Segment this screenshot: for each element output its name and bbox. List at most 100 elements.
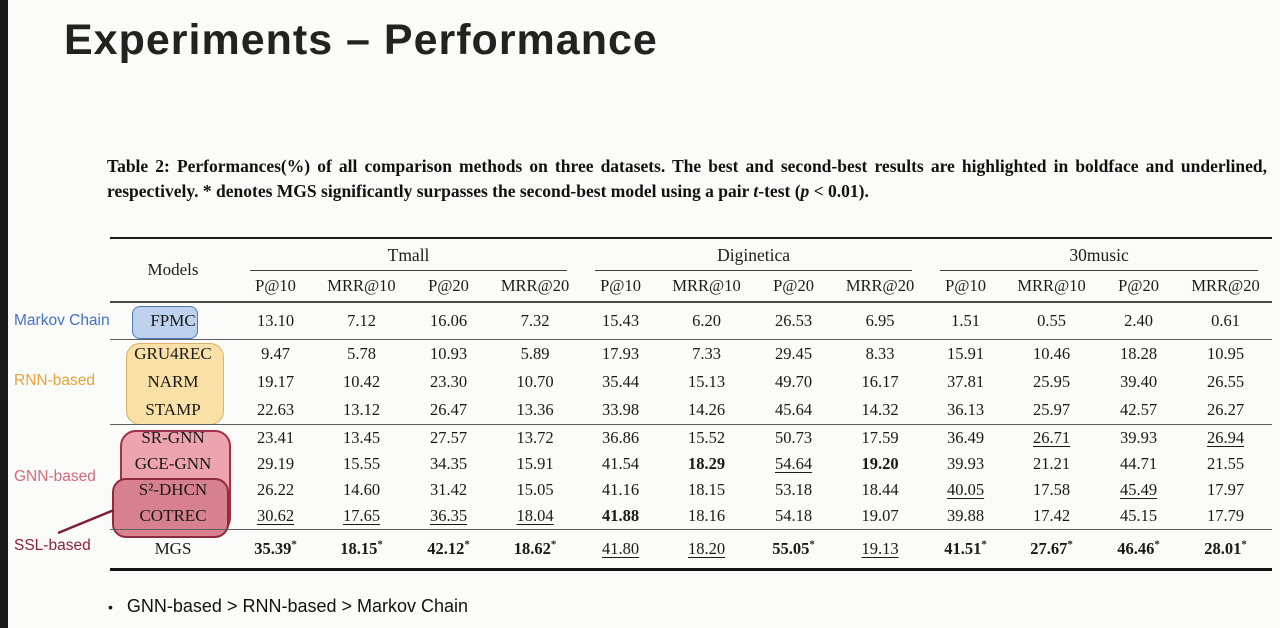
model-name: GRU4REC [134, 344, 212, 363]
metric-cell: 26.94 [1207, 428, 1245, 447]
metric-cell: 37.81 [947, 372, 985, 391]
metric-cell: 13.12 [315, 396, 408, 425]
metric-cell: 41.16 [601, 480, 640, 499]
dataset-header: Tmall [236, 238, 581, 271]
metric-cell: 17.42 [1005, 503, 1099, 530]
metric-cell: 50.73 [774, 428, 813, 447]
metric-cell: 14.32 [834, 396, 927, 425]
model-name: NARM [147, 372, 199, 391]
metric-cell: 16.17 [861, 372, 899, 391]
slide-title: Experiments – Performance [64, 16, 658, 64]
group-label-markov-chain: Markov Chain [14, 312, 110, 329]
metric-cell: 18.16 [660, 503, 754, 530]
metric-cell: 15.43 [581, 302, 661, 340]
metric-cell: 9.47 [261, 344, 290, 363]
metric-header: P@20 [753, 271, 835, 303]
metric-cell: 46.46* [1117, 538, 1160, 558]
metric-header: P@10 [926, 271, 1006, 303]
metric-cell: 7.12 [315, 302, 408, 340]
metric-cell: 39.93 [947, 454, 985, 473]
metric-cell: 10.46 [1033, 344, 1071, 363]
metric-cell: 17.59 [861, 428, 899, 447]
metric-cell: 41.51* [944, 538, 987, 558]
caption-segment: t [753, 181, 759, 201]
metric-cell: 27.57 [429, 428, 468, 447]
results-table: Models Tmall Diginetica 30music P@10 MRR@10 P@… [110, 237, 1273, 571]
metric-cell: 13.45 [342, 428, 381, 447]
metric-cell: 41.54 [601, 454, 640, 473]
table-row-fpmc: FPMC 13.10 7.12 16.06 7.32 15.43 6.20 26.53 6.95… [110, 302, 1273, 340]
metric-header: MRR@20 [1179, 271, 1273, 303]
metric-cell: 18.62* [513, 538, 557, 558]
metric-cell: 45.64 [753, 396, 835, 425]
metric-cell: 15.91 [947, 344, 985, 363]
table-row-sr-gnn: SR-GNN 23.41 13.45 27.57 13.72 36.86 15.52 50.7… [110, 425, 1272, 452]
metric-cell: 15.05 [516, 480, 554, 499]
metric-cell: 36.35 [408, 503, 489, 530]
metric-cell: 23.30 [429, 372, 468, 391]
metric-header: P@10 [581, 271, 661, 303]
metric-cell: 28.01* [1204, 538, 1247, 558]
metric-cell: 54.18 [753, 503, 835, 530]
metric-cell: 33.98 [581, 396, 661, 425]
metric-cell: 26.53 [753, 302, 835, 340]
metric-cell: 26.55 [1207, 372, 1245, 391]
metric-cell: 13.72 [516, 428, 554, 447]
metric-header: MRR@10 [660, 271, 754, 303]
metric-cell: 18.28 [1120, 344, 1158, 363]
model-name: S²-DHCN [138, 480, 208, 499]
metric-cell: 6.20 [660, 302, 754, 340]
group-label-gnn-based: GNN-based [14, 468, 96, 485]
metric-header: MRR@20 [489, 271, 582, 303]
metric-cell: 14.60 [342, 480, 381, 499]
metric-cell: 18.29 [687, 454, 726, 473]
metric-cell: 26.27 [1179, 396, 1273, 425]
model-name: GCE-GNN [134, 454, 212, 473]
dataset-header: 30music [926, 238, 1272, 271]
table-body: FPMC 13.10 7.12 16.06 7.32 15.43 6.20 26.53 6.95… [110, 302, 1273, 570]
models-header: Models [110, 238, 236, 303]
caption-segment: -test ( [758, 181, 801, 201]
metric-cell: 21.55 [1207, 454, 1245, 473]
metric-cell: 29.19 [256, 454, 295, 473]
metric-cell: 53.18 [774, 480, 813, 499]
metric-cell: 21.21 [1033, 454, 1071, 473]
metric-cell: 29.45 [774, 344, 813, 363]
metric-cell: 49.70 [774, 372, 813, 391]
metric-cell: 5.78 [347, 344, 376, 363]
metric-cell: 25.97 [1005, 396, 1099, 425]
metric-cell: 40.05 [947, 480, 985, 499]
metric-cell: 19.17 [256, 372, 295, 391]
metric-cell: 44.71 [1120, 454, 1158, 473]
metric-cell: 18.44 [861, 480, 899, 499]
metric-cell: 0.61 [1179, 302, 1273, 340]
table-row-s-dhcn: S²-DHCN 26.22 14.60 31.42 15.05 41.16 18.15 53.… [110, 477, 1272, 503]
caption-segment: Table 2: Performances(%) of all comparis… [107, 156, 1267, 201]
group-label-rnn-based: RNN-based [14, 372, 95, 389]
bullet-icon: • [108, 599, 113, 615]
metric-cell: 45.49 [1120, 480, 1158, 499]
caption-segment: p [800, 181, 810, 201]
metric-cell: 41.88 [581, 503, 661, 530]
takeaway-bullet: • GNN-based > RNN-based > Markov Chain [108, 596, 468, 617]
metric-cell: 35.39* [254, 538, 297, 558]
metric-cell: 41.80 [601, 539, 640, 558]
metric-cell: 13.10 [236, 302, 315, 340]
metric-header: MRR@10 [1005, 271, 1099, 303]
metric-cell: 31.42 [429, 480, 468, 499]
takeaway-text: GNN-based > RNN-based > Markov Chain [126, 596, 469, 616]
metric-header: MRR@10 [315, 271, 408, 303]
model-name: MGS [154, 539, 192, 558]
metric-cell: 39.93 [1120, 428, 1158, 447]
table-head: Models Tmall Diginetica 30music P@10 MRR@10 P@… [110, 238, 1273, 303]
metric-cell: 22.63 [236, 396, 315, 425]
table-row-gru4rec: GRU4REC 9.47 5.78 10.93 5.89 17.93 7.33 29.45 8.… [110, 340, 1272, 369]
dataset-header: Diginetica [581, 238, 926, 271]
metric-cell: 27.67* [1030, 538, 1073, 558]
metric-cell: 15.91 [516, 454, 554, 473]
metric-header: P@20 [1098, 271, 1180, 303]
metric-cell: 10.95 [1207, 344, 1245, 363]
model-name: STAMP [110, 396, 236, 425]
metric-cell: 15.13 [687, 372, 726, 391]
